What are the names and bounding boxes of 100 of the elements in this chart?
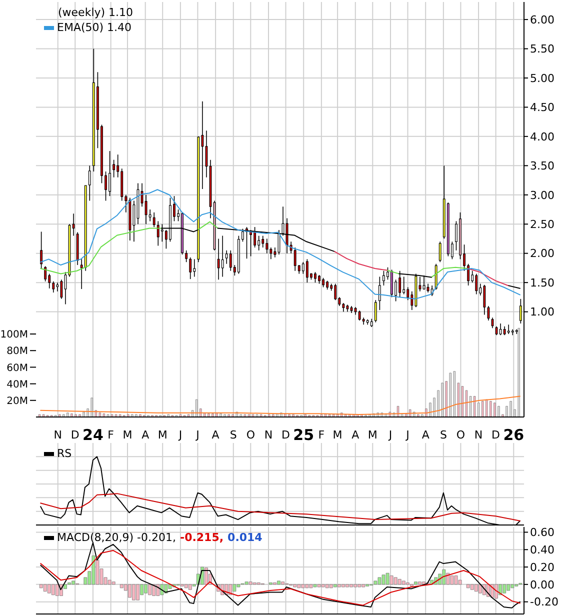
bar (301, 584, 305, 588)
candlestick (229, 250, 232, 272)
bar (39, 584, 43, 588)
candlestick (438, 241, 442, 263)
x-tick-label: M (368, 428, 378, 442)
candlestick (221, 235, 224, 278)
candlestick (507, 324, 510, 334)
candlestick (483, 284, 486, 316)
bar (454, 576, 458, 585)
x-tick-label: J (178, 428, 182, 442)
y2-tick-label: 60M (6, 362, 28, 374)
bar (414, 582, 418, 585)
candlestick (262, 235, 264, 248)
line-series (40, 396, 520, 416)
candlestick (390, 269, 393, 298)
bar (281, 582, 284, 585)
bar (446, 572, 450, 585)
bar (450, 576, 454, 585)
y-tick-label: 2.50 (530, 218, 554, 232)
y-tick-label: 1.00 (530, 306, 554, 319)
bar (184, 584, 188, 588)
candlestick (144, 194, 148, 225)
bar (390, 576, 394, 585)
legend-label: RS (57, 446, 72, 461)
x-tick-label: D (492, 428, 500, 442)
x-tick-label: A (352, 428, 360, 442)
bar (132, 584, 136, 600)
bar (305, 584, 309, 588)
candlestick (40, 231, 43, 269)
candlestick (302, 262, 304, 274)
bar (458, 580, 462, 585)
bar (474, 584, 478, 592)
y-tick-label: 0.60 (530, 526, 554, 540)
x-tick-label: J (195, 428, 200, 442)
x-tick-label: A (142, 428, 150, 442)
x-tick-label: A (422, 428, 430, 442)
candlestick (487, 306, 490, 321)
candlestick (132, 200, 136, 242)
candlestick (44, 266, 47, 282)
candlestick (217, 238, 220, 280)
y-tick-label: 0.20 (530, 560, 554, 574)
y-tick-label: 5.00 (530, 72, 554, 85)
y-tick-label: 0.00 (530, 578, 554, 592)
y-tick-label: 4.00 (530, 130, 554, 144)
candlestick (193, 258, 196, 278)
candlestick (382, 270, 385, 286)
bar (394, 577, 398, 585)
bar (293, 584, 297, 588)
x-tick-label: 26 (503, 426, 524, 444)
y2-tick-label: 80M (6, 346, 28, 358)
candlestick (314, 272, 316, 283)
x-tick-label: D (70, 428, 80, 442)
bar (277, 580, 280, 585)
bar (342, 584, 345, 588)
bar (362, 584, 366, 588)
legend-label: EMA(50) 1.40 (57, 20, 132, 35)
bar (418, 582, 422, 585)
x-tick-label: N (474, 428, 483, 442)
candlestick (189, 257, 192, 280)
bar (354, 584, 357, 588)
candlestick (112, 159, 116, 178)
bar (313, 584, 317, 588)
bar (502, 584, 506, 594)
bar (470, 584, 474, 590)
x-tick-label: 24 (82, 426, 104, 444)
x-tick-label: J (405, 428, 410, 442)
bar (51, 584, 55, 596)
candlestick (334, 283, 337, 300)
bar (236, 584, 240, 588)
bar (120, 584, 124, 588)
bar (346, 584, 349, 588)
bar (466, 584, 470, 588)
text: -0.215, (180, 530, 224, 545)
candlestick (374, 300, 377, 323)
bar (112, 582, 116, 585)
chart-title: (weekly) 1.10 (57, 5, 134, 20)
candlestick (322, 277, 324, 288)
y-tick-label: -0.20 (530, 596, 558, 609)
candlestick (402, 276, 406, 295)
candlestick (378, 276, 381, 310)
candlestick (491, 317, 494, 329)
x-tick-label: D (282, 428, 290, 442)
x-tick-label: N (54, 428, 62, 442)
candlestick (475, 273, 478, 295)
x-tick-label: S (440, 428, 447, 442)
bar (144, 584, 148, 594)
bar (232, 584, 236, 592)
bar (92, 556, 96, 585)
line-series (40, 189, 520, 300)
bar (329, 584, 333, 588)
candlestick (225, 250, 228, 264)
candlestick (258, 235, 260, 251)
bar (442, 569, 446, 585)
y-tick-label: 0.40 (530, 544, 554, 557)
candlestick (185, 250, 188, 263)
bar (386, 572, 390, 585)
y-tick-label: 1.50 (530, 276, 554, 290)
x-tick-label: M (158, 428, 168, 442)
bar (478, 584, 482, 594)
bar (128, 584, 132, 598)
